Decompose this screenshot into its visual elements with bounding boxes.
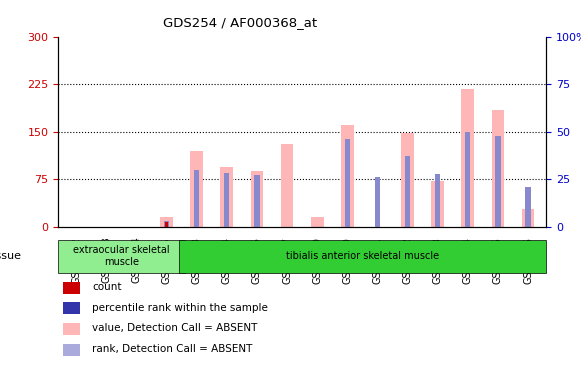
Bar <box>58 240 185 273</box>
Text: rank, Detection Call = ABSENT: rank, Detection Call = ABSENT <box>92 344 253 354</box>
Bar <box>525 187 530 227</box>
Bar <box>191 151 203 227</box>
Bar <box>401 133 414 227</box>
Bar <box>220 167 233 227</box>
Text: extraocular skeletal
muscle: extraocular skeletal muscle <box>73 245 170 267</box>
Bar <box>345 139 350 227</box>
Bar <box>63 282 80 294</box>
Bar <box>405 156 410 227</box>
Bar <box>194 170 199 227</box>
Text: tissue: tissue <box>0 251 22 261</box>
Bar <box>63 302 80 314</box>
Bar <box>281 145 293 227</box>
Bar <box>165 222 168 227</box>
Bar <box>63 323 80 335</box>
Bar <box>250 171 263 227</box>
Bar <box>178 240 546 273</box>
Bar <box>63 344 80 356</box>
Bar <box>465 132 471 227</box>
Bar <box>164 221 169 227</box>
Bar <box>522 209 535 227</box>
Text: percentile rank within the sample: percentile rank within the sample <box>92 303 268 313</box>
Bar <box>254 175 260 227</box>
Bar <box>375 178 380 227</box>
Bar <box>431 180 444 227</box>
Bar <box>492 109 504 227</box>
Bar <box>435 174 440 227</box>
Text: value, Detection Call = ABSENT: value, Detection Call = ABSENT <box>92 323 257 333</box>
Bar <box>311 217 324 227</box>
Bar <box>224 173 229 227</box>
Bar <box>495 136 501 227</box>
Bar <box>160 217 173 227</box>
Text: count: count <box>92 282 122 292</box>
Bar <box>461 89 474 227</box>
Text: GDS254 / AF000368_at: GDS254 / AF000368_at <box>163 16 317 30</box>
Text: tibialis anterior skeletal muscle: tibialis anterior skeletal muscle <box>286 251 439 261</box>
Bar <box>341 126 354 227</box>
